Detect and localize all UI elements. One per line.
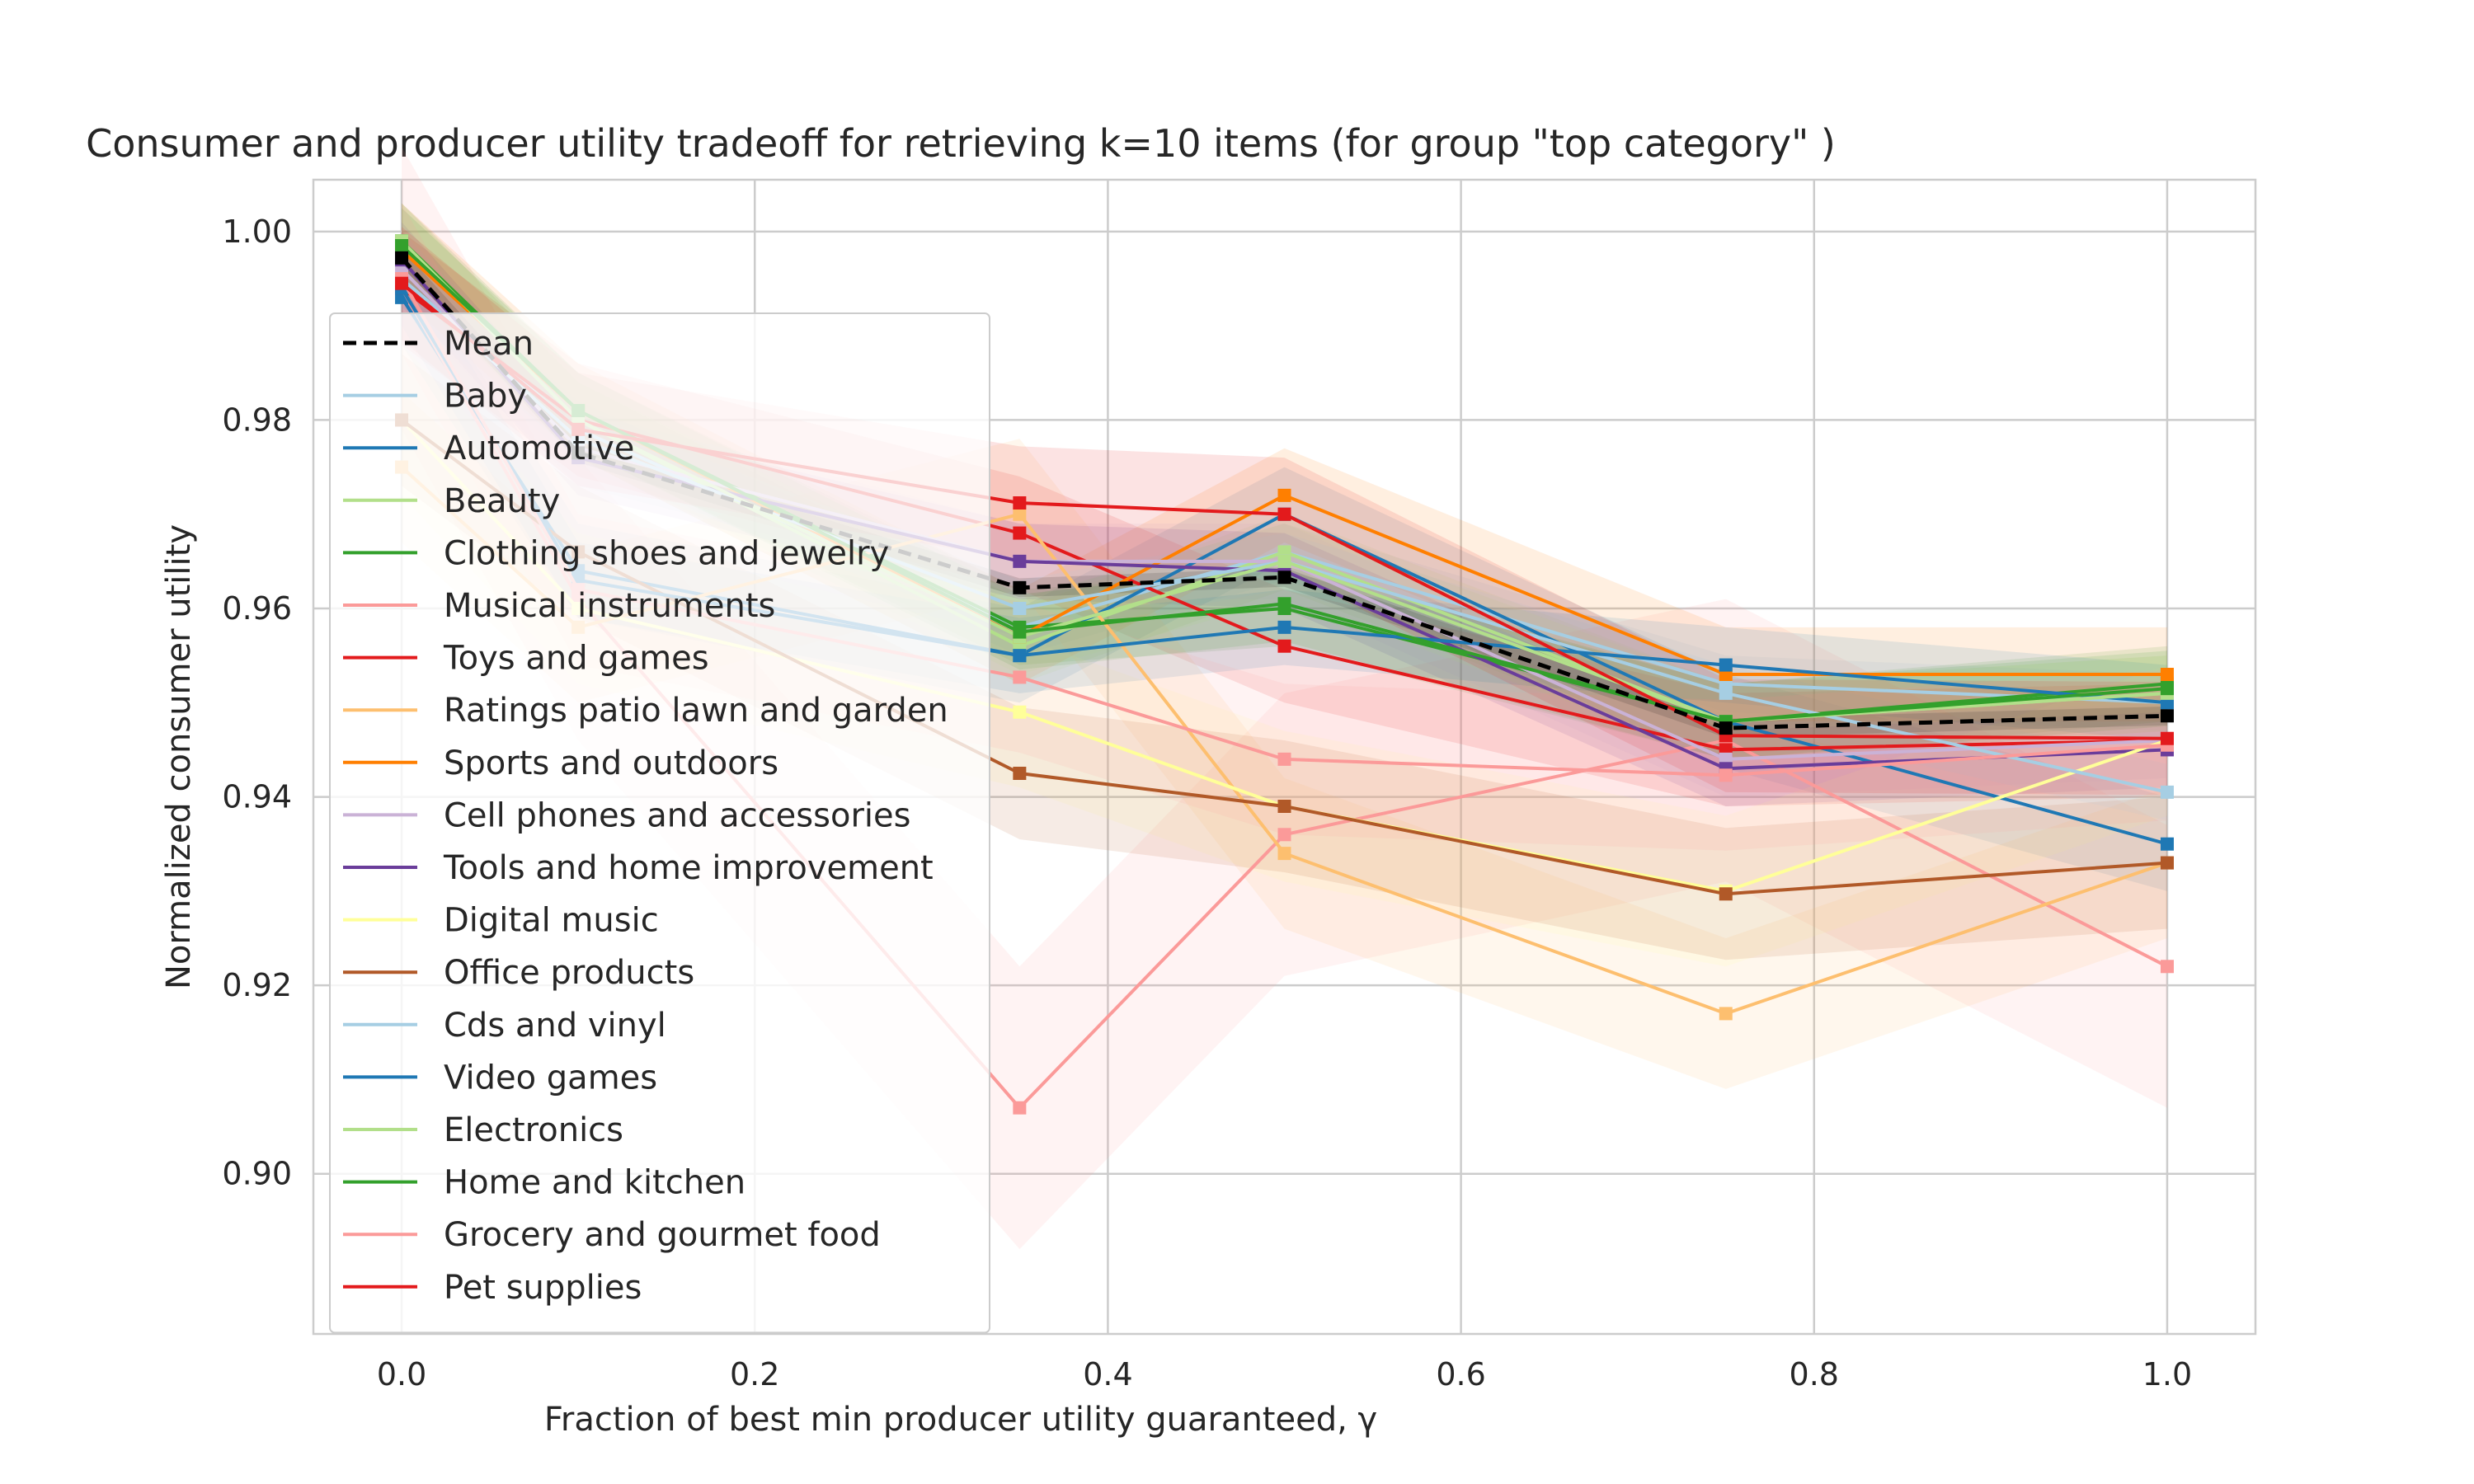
data-point-video-games [1277, 620, 1291, 634]
legend-label-video-games: Video games [444, 1059, 657, 1097]
legend-label-musical-instruments: Musical instruments [444, 587, 775, 625]
legend-frame [329, 312, 990, 1334]
data-point-grocery-and-gourmet-food [1277, 752, 1291, 766]
data-point-mean [2160, 709, 2174, 723]
data-point-cds-and-vinyl [1719, 686, 1733, 700]
data-point-musical-instruments [1013, 1101, 1027, 1115]
data-point-toys-and-games [1013, 526, 1027, 540]
data-point-musical-instruments [2160, 960, 2174, 974]
x-axis-ticks: 0.0 0.2 0.4 0.6 0.8 1.0 [377, 1356, 2192, 1392]
legend-label-toys-and-games: Toys and games [443, 640, 709, 678]
x-axis-label: Fraction of best min producer utility gu… [544, 1401, 1377, 1439]
data-point-office-products [1013, 767, 1027, 780]
data-point-office-products [2160, 856, 2174, 870]
data-point-video-games [1013, 649, 1027, 663]
legend-label-cds-and-vinyl: Cds and vinyl [444, 1007, 666, 1045]
data-point-sports-and-outdoors [2160, 668, 2174, 681]
legend: Mean Baby Automotive Beauty Clothing shoes a… [329, 312, 990, 1334]
data-point-office-products [1719, 887, 1733, 901]
legend-label-grocery-and-gourmet-food: Grocery and gourmet food [444, 1216, 881, 1254]
x-tick-label: 0.2 [730, 1356, 779, 1392]
data-point-tools-and-home-improvement [1013, 554, 1027, 568]
data-point-musical-instruments [1277, 828, 1291, 842]
legend-label-clothing-shoes-and-jewelry: Clothing shoes and jewelry [444, 534, 889, 572]
legend-label-office-products: Office products [444, 954, 694, 992]
legend-label-automotive: Automotive [444, 430, 634, 467]
data-point-home-and-kitchen [2160, 682, 2174, 696]
legend-label-mean: Mean [444, 325, 534, 363]
legend-label-beauty: Beauty [444, 482, 560, 520]
y-tick-label: 0.94 [222, 779, 292, 815]
data-point-grocery-and-gourmet-food [1719, 768, 1733, 782]
data-point-ratings-patio-lawn-and-garden [1277, 847, 1291, 861]
data-point-pet-supplies [1277, 507, 1291, 521]
y-tick-label: 0.96 [222, 590, 292, 627]
data-point-home-and-kitchen [1013, 625, 1027, 639]
data-point-pet-supplies [2160, 731, 2174, 745]
data-point-home-and-kitchen [1277, 597, 1291, 611]
legend-label-ratings-patio-lawn-and-garden: Ratings patio lawn and garden [444, 692, 948, 730]
legend-label-tools-and-home-improvement: Tools and home improvement [443, 849, 934, 887]
data-point-cds-and-vinyl [2160, 785, 2174, 799]
data-point-automotive [2160, 837, 2174, 851]
data-point-mean [1719, 721, 1733, 735]
y-tick-label: 0.90 [222, 1156, 292, 1192]
x-tick-label: 0.4 [1083, 1356, 1132, 1392]
legend-label-baby: Baby [444, 378, 527, 416]
x-tick-label: 1.0 [2142, 1356, 2192, 1392]
data-point-electronics [1277, 554, 1291, 568]
data-point-ratings-patio-lawn-and-garden [1013, 507, 1027, 521]
x-tick-label: 0.8 [1790, 1356, 1839, 1392]
y-axis-ticks: 0.90 0.92 0.94 0.96 0.98 1.00 [222, 214, 292, 1192]
legend-label-cell-phones-and-accessories: Cell phones and accessories [444, 796, 910, 834]
data-point-ratings-patio-lawn-and-garden [1719, 1007, 1733, 1021]
data-point-office-products [1277, 800, 1291, 813]
legend-label-sports-and-outdoors: Sports and outdoors [444, 744, 778, 782]
data-point-grocery-and-gourmet-food [1013, 670, 1027, 684]
legend-label-pet-supplies: Pet supplies [444, 1269, 642, 1307]
data-point-mean [1277, 571, 1291, 585]
x-tick-label: 0.0 [377, 1356, 426, 1392]
y-axis-label: Normalized consumer utility [160, 524, 198, 989]
data-point-video-games [1719, 658, 1733, 672]
data-point-sports-and-outdoors [1277, 488, 1291, 502]
chart-title: Consumer and producer utility tradeoff f… [86, 121, 1836, 166]
data-point-pet-supplies [395, 276, 409, 290]
data-point-mean [395, 251, 409, 265]
y-tick-label: 0.92 [222, 967, 292, 1003]
data-point-pet-supplies [1013, 496, 1027, 510]
data-point-toys-and-games [1277, 639, 1291, 653]
data-point-home-and-kitchen [395, 239, 409, 252]
y-tick-label: 1.00 [222, 214, 292, 250]
data-point-digital-music [1013, 705, 1027, 719]
legend-label-home-and-kitchen: Home and kitchen [444, 1164, 745, 1202]
data-point-mean [1013, 580, 1027, 594]
legend-label-electronics: Electronics [444, 1111, 623, 1149]
data-point-cds-and-vinyl [1013, 602, 1027, 615]
x-tick-label: 0.6 [1436, 1356, 1485, 1392]
y-tick-label: 0.98 [222, 402, 292, 438]
legend-label-digital-music: Digital music [444, 902, 659, 940]
